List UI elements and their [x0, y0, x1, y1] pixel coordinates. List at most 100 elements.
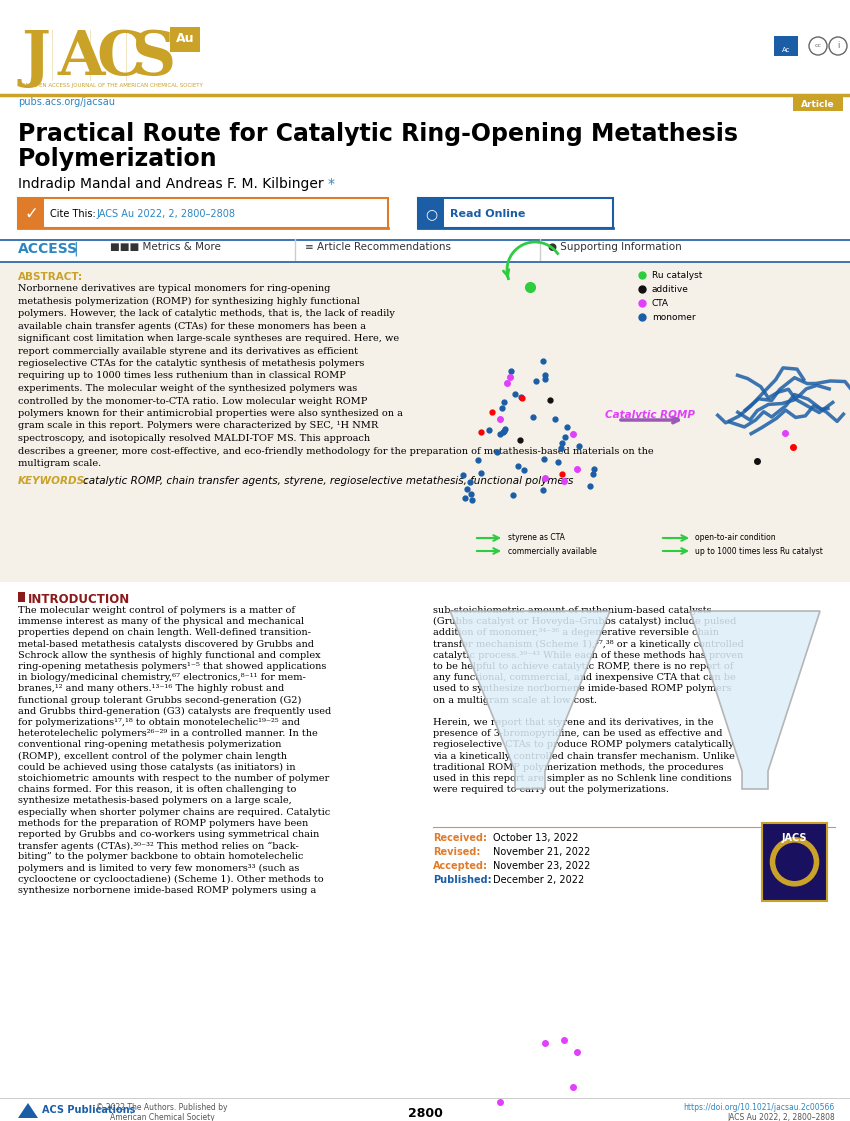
Text: Ru catalyst: Ru catalyst — [652, 270, 702, 279]
Text: J: J — [22, 28, 51, 89]
Text: conventional ring-opening metathesis polymerization: conventional ring-opening metathesis pol… — [18, 740, 281, 750]
Text: Catalytic ROMP: Catalytic ROMP — [605, 410, 695, 420]
FancyBboxPatch shape — [18, 198, 44, 228]
Text: chains formed. For this reason, it is often challenging to: chains formed. For this reason, it is of… — [18, 785, 297, 794]
Text: November 23, 2022: November 23, 2022 — [493, 861, 591, 871]
Text: up to 1000 times less Ru catalyst: up to 1000 times less Ru catalyst — [695, 547, 823, 556]
Text: Article: Article — [802, 100, 835, 109]
Text: controlled by the monomer-to-CTA ratio. Low molecular weight ROMP: controlled by the monomer-to-CTA ratio. … — [18, 397, 367, 406]
Text: styrene as CTA: styrene as CTA — [508, 534, 565, 543]
Text: methods for the preparation of ROMP polymers have been: methods for the preparation of ROMP poly… — [18, 818, 309, 827]
Text: polymers known for their antimicrobial properties were also synthesized on a: polymers known for their antimicrobial p… — [18, 409, 403, 418]
FancyBboxPatch shape — [18, 198, 388, 228]
Text: any functional, commercial, and inexpensive CTA that can be: any functional, commercial, and inexpens… — [433, 674, 736, 683]
Text: i: i — [836, 41, 839, 50]
Text: addition of monomer,³⁴⁻³⁶ a degenerative reversible chain: addition of monomer,³⁴⁻³⁶ a degenerative… — [433, 629, 719, 638]
Text: Published:: Published: — [433, 874, 491, 884]
FancyBboxPatch shape — [762, 823, 827, 901]
Text: used to synthesize norbornene imide-based ROMP polymers: used to synthesize norbornene imide-base… — [433, 685, 732, 694]
Polygon shape — [690, 611, 820, 789]
Text: cyclooctene or cyclooctadiene) (Scheme 1). Other methods to: cyclooctene or cyclooctadiene) (Scheme 1… — [18, 874, 324, 884]
Text: CTA: CTA — [652, 298, 669, 307]
Polygon shape — [450, 611, 610, 789]
Text: ● Supporting Information: ● Supporting Information — [548, 242, 682, 252]
Text: JACS: JACS — [782, 833, 807, 843]
Text: (Grubbs catalyst or Hoveyda–Grubbs catalyst) include pulsed: (Grubbs catalyst or Hoveyda–Grubbs catal… — [433, 618, 736, 627]
Text: metathesis polymerization (ROMP) for synthesizing highly functional: metathesis polymerization (ROMP) for syn… — [18, 296, 360, 306]
Text: catalytic process.³⁹⁻⁴³ While each of these methods has proven: catalytic process.³⁹⁻⁴³ While each of th… — [433, 651, 743, 660]
Text: especially when shorter polymer chains are required. Catalytic: especially when shorter polymer chains a… — [18, 807, 331, 816]
Text: Accepted:: Accepted: — [433, 861, 488, 871]
Text: could be achieved using those catalysts (as initiators) in: could be achieved using those catalysts … — [18, 762, 296, 772]
Text: open-to-air condition: open-to-air condition — [695, 534, 775, 543]
Text: and Grubbs third-generation (G3) catalysts are frequently used: and Grubbs third-generation (G3) catalys… — [18, 707, 332, 716]
Text: polymers. However, the lack of catalytic methods, that is, the lack of readily: polymers. However, the lack of catalytic… — [18, 309, 395, 318]
Text: immense interest as many of the physical and mechanical: immense interest as many of the physical… — [18, 618, 304, 627]
FancyBboxPatch shape — [170, 27, 200, 52]
Text: October 13, 2022: October 13, 2022 — [493, 833, 579, 843]
Text: significant cost limitation when large-scale syntheses are required. Here, we: significant cost limitation when large-s… — [18, 334, 400, 343]
Text: multigram scale.: multigram scale. — [18, 458, 101, 467]
Text: presence of 3-bromopyridine, can be used as effective and: presence of 3-bromopyridine, can be used… — [433, 729, 722, 739]
Text: (ROMP), excellent control of the polymer chain length: (ROMP), excellent control of the polymer… — [18, 751, 287, 761]
Text: ACCESS: ACCESS — [18, 242, 78, 256]
Text: Practical Route for Catalytic Ring-Opening Metathesis: Practical Route for Catalytic Ring-Openi… — [18, 122, 738, 146]
Text: A: A — [58, 28, 105, 89]
Text: synthesize metathesis-based polymers on a large scale,: synthesize metathesis-based polymers on … — [18, 796, 292, 805]
Text: stoichiometric amounts with respect to the number of polymer: stoichiometric amounts with respect to t… — [18, 773, 329, 782]
FancyBboxPatch shape — [18, 592, 25, 602]
Text: experiments. The molecular weight of the synthesized polymers was: experiments. The molecular weight of the… — [18, 385, 357, 393]
Text: in biology/medicinal chemistry,⁶⁷ electronics,⁸⁻¹¹ for mem-: in biology/medicinal chemistry,⁶⁷ electr… — [18, 674, 306, 683]
Text: polymers and is limited to very few monomers³³ (such as: polymers and is limited to very few mono… — [18, 863, 299, 873]
Text: Polymerization: Polymerization — [18, 147, 218, 172]
FancyBboxPatch shape — [0, 0, 850, 95]
Text: report commercially available styrene and its derivatives as efficient: report commercially available styrene an… — [18, 346, 358, 355]
Text: *: * — [328, 177, 335, 191]
Text: functional group tolerant Grubbs second-generation (G2): functional group tolerant Grubbs second-… — [18, 696, 302, 705]
Text: regioselective CTAs for the catalytic synthesis of metathesis polymers: regioselective CTAs for the catalytic sy… — [18, 359, 365, 368]
Text: reported by Grubbs and co-workers using symmetrical chain: reported by Grubbs and co-workers using … — [18, 830, 320, 839]
Text: JACS Au 2022, 2, 2800–2808: JACS Au 2022, 2, 2800–2808 — [96, 209, 235, 219]
Text: |: | — [73, 242, 77, 257]
FancyBboxPatch shape — [18, 1100, 133, 1118]
Text: transfer mechanism (Scheme 1),³⁷,³⁸ or a kinetically controlled: transfer mechanism (Scheme 1),³⁷,³⁸ or a… — [433, 640, 744, 649]
Text: were required to carry out the polymerizations.: were required to carry out the polymeriz… — [433, 785, 669, 794]
Text: heterotelechelic polymers²⁶⁻²⁹ in a controlled manner. In the: heterotelechelic polymers²⁶⁻²⁹ in a cont… — [18, 729, 318, 739]
Text: Cite This:: Cite This: — [50, 209, 99, 219]
Text: properties depend on chain length. Well-defined transition-: properties depend on chain length. Well-… — [18, 629, 311, 638]
Text: Revised:: Revised: — [433, 846, 480, 856]
Text: Au: Au — [176, 33, 195, 45]
Text: used in this report are simpler as no Schlenk line conditions: used in this report are simpler as no Sc… — [433, 773, 732, 782]
Text: commercially available: commercially available — [508, 547, 597, 556]
Text: sub-stoichiometric amount of ruthenium-based catalysts: sub-stoichiometric amount of ruthenium-b… — [433, 606, 711, 615]
Text: available chain transfer agents (CTAs) for these monomers has been a: available chain transfer agents (CTAs) f… — [18, 322, 366, 331]
Text: ≡ Article Recommendations: ≡ Article Recommendations — [305, 242, 451, 252]
Text: Ac: Ac — [782, 47, 790, 53]
Text: regioselective CTAs to produce ROMP polymers catalytically: regioselective CTAs to produce ROMP poly… — [433, 740, 734, 750]
Text: Received:: Received: — [433, 833, 487, 843]
Text: S: S — [132, 28, 176, 89]
Text: synthesize norbornene imide-based ROMP polymers using a: synthesize norbornene imide-based ROMP p… — [18, 886, 316, 895]
Text: Norbornene derivatives are typical monomers for ring-opening: Norbornene derivatives are typical monom… — [18, 284, 331, 293]
Text: December 2, 2022: December 2, 2022 — [493, 874, 584, 884]
Text: requiring up to 1000 times less ruthenium than in classical ROMP: requiring up to 1000 times less rutheniu… — [18, 371, 346, 380]
Text: INTRODUCTION: INTRODUCTION — [28, 593, 130, 606]
Text: catalytic ROMP, chain transfer agents, styrene, regioselective metathesis, funct: catalytic ROMP, chain transfer agents, s… — [83, 475, 574, 485]
Text: to be helpful to achieve catalytic ROMP, there is no report of: to be helpful to achieve catalytic ROMP,… — [433, 663, 734, 671]
FancyBboxPatch shape — [0, 262, 850, 582]
Text: AN OPEN ACCESS JOURNAL OF THE AMERICAN CHEMICAL SOCIETY: AN OPEN ACCESS JOURNAL OF THE AMERICAN C… — [22, 83, 203, 89]
Text: metal-based metathesis catalysts discovered by Grubbs and: metal-based metathesis catalysts discove… — [18, 640, 314, 649]
Text: traditional ROMP polymerization methods, the procedures: traditional ROMP polymerization methods,… — [433, 762, 723, 771]
Text: The molecular weight control of polymers is a matter of: The molecular weight control of polymers… — [18, 606, 295, 615]
Text: pubs.acs.org/jacsau: pubs.acs.org/jacsau — [18, 98, 115, 106]
Text: transfer agents (CTAs).³⁰⁻³² This method relies on “back-: transfer agents (CTAs).³⁰⁻³² This method… — [18, 841, 298, 851]
Text: ✓: ✓ — [24, 205, 38, 223]
FancyBboxPatch shape — [774, 36, 798, 56]
Text: ○: ○ — [425, 207, 437, 221]
Text: https://doi.org/10.1021/jacsau.2c00566: https://doi.org/10.1021/jacsau.2c00566 — [683, 1103, 835, 1112]
FancyBboxPatch shape — [418, 198, 613, 228]
Text: JACS Au 2022, 2, 2800–2808: JACS Au 2022, 2, 2800–2808 — [728, 1113, 835, 1121]
Text: ■■■ Metrics & More: ■■■ Metrics & More — [110, 242, 221, 252]
Text: gram scale in this report. Polymers were characterized by SEC, ¹H NMR: gram scale in this report. Polymers were… — [18, 421, 378, 430]
Text: C: C — [96, 28, 144, 89]
